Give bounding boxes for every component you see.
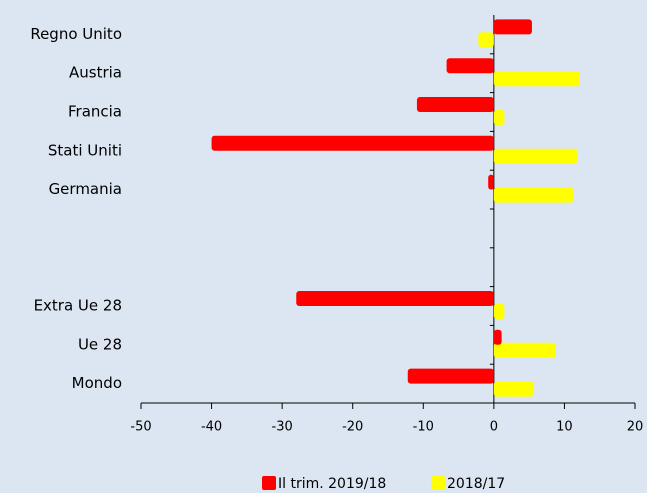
bar bbox=[478, 32, 494, 48]
bar bbox=[416, 97, 494, 112]
bar bbox=[493, 304, 505, 319]
x-tick-label: 10 bbox=[556, 420, 573, 435]
bar bbox=[493, 110, 505, 125]
bar bbox=[493, 148, 578, 164]
x-tick-label: -40 bbox=[201, 420, 222, 435]
x-tick-label: -50 bbox=[130, 420, 151, 435]
bar bbox=[446, 58, 494, 74]
x-tick-label: 20 bbox=[627, 420, 644, 435]
bar bbox=[493, 187, 574, 203]
bar bbox=[488, 174, 494, 190]
x-tick-label: -10 bbox=[413, 420, 434, 435]
x-tick-label: 0 bbox=[490, 420, 498, 435]
bar bbox=[407, 368, 494, 384]
x-tick-label: -30 bbox=[272, 420, 293, 435]
x-tick-label: -20 bbox=[342, 420, 363, 435]
bar bbox=[211, 135, 494, 151]
legend-swatch bbox=[262, 476, 276, 490]
category-label: Francia bbox=[68, 103, 122, 121]
category-label: Austria bbox=[69, 64, 122, 82]
bar bbox=[493, 19, 532, 35]
legend-swatch bbox=[431, 476, 445, 490]
legend-label: 2018/17 bbox=[447, 476, 505, 492]
category-label: Germania bbox=[49, 180, 122, 198]
legend-label: Il trim. 2019/18 bbox=[278, 476, 386, 492]
bar bbox=[493, 342, 556, 358]
category-label: Extra Ue 28 bbox=[34, 297, 122, 315]
category-label: Mondo bbox=[72, 374, 122, 392]
bar bbox=[493, 71, 580, 87]
bar bbox=[493, 329, 502, 345]
bar bbox=[493, 381, 535, 397]
category-label: Regno Unito bbox=[30, 25, 122, 43]
category-label: Stati Uniti bbox=[48, 141, 122, 159]
bar bbox=[296, 291, 494, 306]
category-label: Ue 28 bbox=[78, 335, 122, 353]
